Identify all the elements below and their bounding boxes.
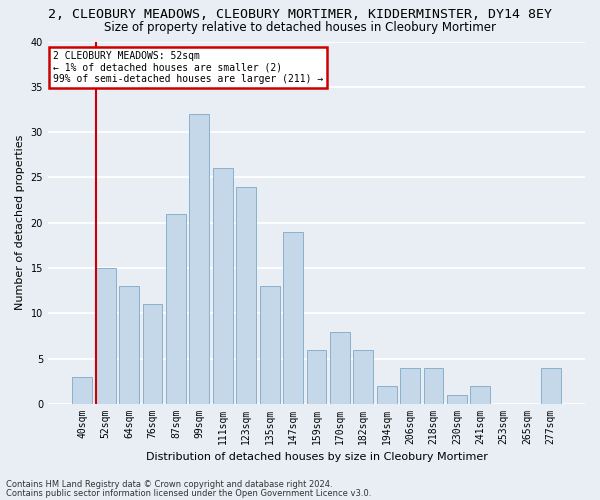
- Bar: [447, 395, 467, 404]
- Bar: [283, 232, 303, 404]
- Bar: [470, 386, 490, 404]
- Text: Size of property relative to detached houses in Cleobury Mortimer: Size of property relative to detached ho…: [104, 21, 496, 34]
- Bar: [400, 368, 420, 404]
- Y-axis label: Number of detached properties: Number of detached properties: [15, 135, 25, 310]
- Bar: [307, 350, 326, 404]
- Text: Contains public sector information licensed under the Open Government Licence v3: Contains public sector information licen…: [6, 488, 371, 498]
- Bar: [119, 286, 139, 404]
- Text: 2 CLEOBURY MEADOWS: 52sqm
← 1% of detached houses are smaller (2)
99% of semi-de: 2 CLEOBURY MEADOWS: 52sqm ← 1% of detach…: [53, 50, 323, 84]
- Bar: [166, 214, 186, 404]
- Bar: [330, 332, 350, 404]
- Bar: [236, 186, 256, 404]
- Text: Contains HM Land Registry data © Crown copyright and database right 2024.: Contains HM Land Registry data © Crown c…: [6, 480, 332, 489]
- Bar: [377, 386, 397, 404]
- Bar: [213, 168, 233, 404]
- Bar: [96, 268, 116, 404]
- Bar: [190, 114, 209, 404]
- Bar: [143, 304, 163, 404]
- Bar: [260, 286, 280, 404]
- Bar: [424, 368, 443, 404]
- Bar: [73, 377, 92, 404]
- X-axis label: Distribution of detached houses by size in Cleobury Mortimer: Distribution of detached houses by size …: [146, 452, 487, 462]
- Text: 2, CLEOBURY MEADOWS, CLEOBURY MORTIMER, KIDDERMINSTER, DY14 8EY: 2, CLEOBURY MEADOWS, CLEOBURY MORTIMER, …: [48, 8, 552, 20]
- Bar: [541, 368, 560, 404]
- Bar: [353, 350, 373, 404]
